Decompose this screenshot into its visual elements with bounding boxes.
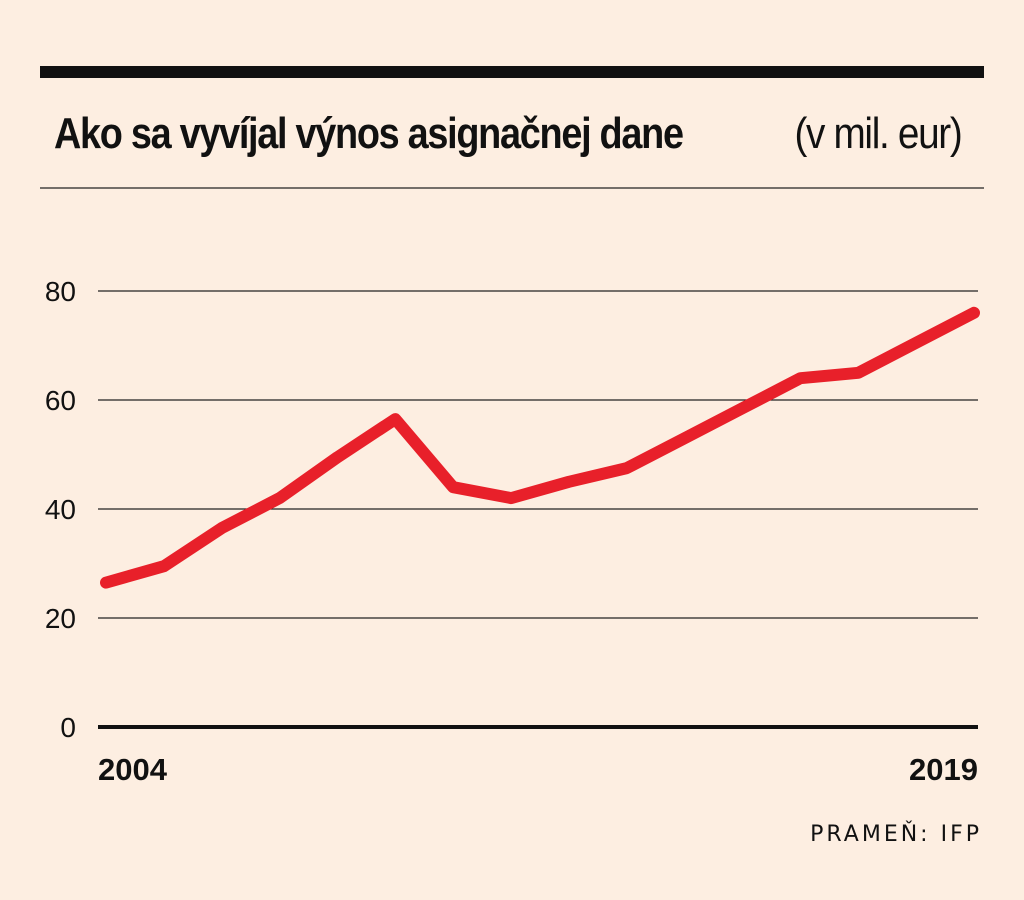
chart-title-unit: (v mil. eur) xyxy=(785,106,962,162)
y-tick-label-20: 20 xyxy=(45,603,76,634)
y-tick-label-80: 80 xyxy=(45,276,76,307)
data-point-2009 xyxy=(389,413,401,425)
data-point-2008 xyxy=(332,451,344,463)
data-point-2019 xyxy=(968,307,980,319)
y-tick-label-40: 40 xyxy=(45,494,76,525)
data-point-2012 xyxy=(563,476,575,488)
top-rule xyxy=(40,66,984,78)
x-tick-label-2004: 2004 xyxy=(98,752,168,787)
data-point-2013 xyxy=(621,462,633,474)
data-point-2015 xyxy=(737,402,749,414)
chart-title-unit-text: (v mil. eur) xyxy=(794,109,962,158)
data-point-2007 xyxy=(274,492,286,504)
data-point-2006 xyxy=(216,522,228,534)
data-point-2004 xyxy=(100,577,112,589)
y-axis-ticks: 0 20 40 60 80 xyxy=(45,276,76,743)
x-tick-label-2019: 2019 xyxy=(909,752,978,787)
x-axis-ticks: 2004 2019 xyxy=(98,752,978,787)
series-layer xyxy=(100,306,980,589)
chart-title-main: Ako sa vyvíjal výnos asignačnej dane xyxy=(54,109,684,158)
gridlines xyxy=(98,290,978,729)
data-point-2014 xyxy=(679,432,691,444)
series-line-0 xyxy=(100,306,980,589)
source-note: PRAMEŇ: IFP xyxy=(810,822,982,847)
y-tick-label-60: 60 xyxy=(45,385,76,416)
data-point-2016 xyxy=(794,372,806,384)
data-point-2017 xyxy=(852,367,864,379)
chart-title: Ako sa vyvíjal výnos asignačnej dane (v … xyxy=(54,106,986,162)
data-point-2018 xyxy=(910,337,922,349)
data-point-2010 xyxy=(447,481,459,493)
data-point-2005 xyxy=(158,560,170,572)
y-tick-label-0: 0 xyxy=(60,712,76,743)
data-point-2011 xyxy=(505,492,517,504)
